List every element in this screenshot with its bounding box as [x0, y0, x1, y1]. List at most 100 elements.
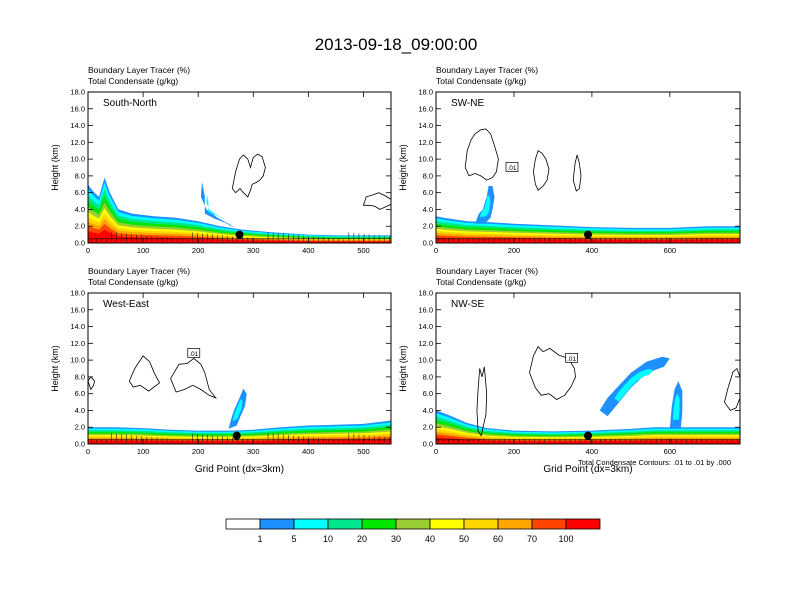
condensate-contour-0 — [476, 366, 488, 437]
colorbar-swatch — [429, 518, 465, 530]
left-string-tracer: Boundary Layer Tracer (%) — [88, 65, 190, 75]
tracer-plume-core-1 — [672, 393, 680, 420]
colorbar-label: 100 — [558, 534, 573, 544]
x-tick-label: 0 — [434, 246, 438, 255]
y-tick-label: 4.0 — [75, 406, 85, 415]
y-tick-label: 8.0 — [423, 372, 433, 381]
y-tick-label: 16.0 — [418, 104, 433, 113]
colorbar-swatch — [565, 518, 601, 530]
contour-label: .01 — [507, 165, 516, 172]
condensate-contour-0 — [231, 153, 266, 198]
y-tick-label: 18.0 — [70, 289, 85, 298]
condensate-contour-0 — [88, 376, 96, 391]
y-tick-label: 12.0 — [70, 339, 85, 348]
x-tick-label: 400 — [302, 447, 315, 456]
panel-label: NW-SE — [451, 299, 484, 310]
colorbar-label: 20 — [357, 534, 367, 544]
panel-label: South-North — [103, 98, 157, 109]
left-string-condensate: Total Condensate (g/kg) — [436, 277, 526, 287]
tracer-band-9 — [88, 229, 391, 243]
y-tick-label: 2.0 — [75, 222, 85, 231]
x-tick-label: 500 — [357, 447, 370, 456]
colorbar-swatch — [259, 518, 295, 530]
condensate-contour-0 — [464, 128, 499, 181]
x-tick-label: 400 — [302, 246, 315, 255]
site-marker — [235, 230, 244, 239]
y-tick-label: 2.0 — [423, 423, 433, 432]
y-tick-label: 4.0 — [75, 205, 85, 214]
y-tick-label: 18.0 — [418, 88, 433, 97]
y-tick-label: 0.0 — [423, 239, 433, 248]
colorbar-label: 30 — [391, 534, 401, 544]
y-tick-label: 16.0 — [70, 305, 85, 314]
y-tick-label: 12.0 — [418, 339, 433, 348]
left-string-tracer: Boundary Layer Tracer (%) — [436, 65, 538, 75]
panel-west-east: .01 0.0 2.0 4.0 6.0 8.0 10.0 12.0 14.0 16.0 18.0 0 1… — [50, 266, 392, 475]
y-tick-label: 2.0 — [75, 423, 85, 432]
y-tick-label: 6.0 — [423, 389, 433, 398]
condensate-contour-2 — [723, 367, 740, 411]
main-title: 2013-09-18_09:00:00 — [315, 35, 478, 54]
y-tick-label: 6.0 — [75, 389, 85, 398]
colorbar-swatch — [327, 518, 363, 530]
condensate-contour-2 — [572, 154, 582, 192]
colorbar-swatch — [225, 518, 261, 530]
contour-label-box — [187, 348, 201, 358]
y-tick-label: 4.0 — [423, 205, 433, 214]
y-tick-label: 6.0 — [75, 188, 85, 197]
x-tick-label: 200 — [192, 246, 205, 255]
y-tick-label: 4.0 — [423, 406, 433, 415]
colorbar-label: 1 — [257, 534, 262, 544]
colorbar-swatch — [361, 518, 397, 530]
y-tick-label: 12.0 — [70, 138, 85, 147]
y-tick-label: 14.0 — [70, 322, 85, 331]
tracer-plume-core-0 — [232, 398, 243, 421]
x-tick-label: 500 — [357, 246, 370, 255]
y-tick-label: 0.0 — [75, 239, 85, 248]
colorbar-label: 70 — [527, 534, 537, 544]
site-marker — [584, 431, 592, 440]
plot-area — [88, 355, 391, 444]
y-tick-label: 16.0 — [418, 305, 433, 314]
y-axis-label: Height (km) — [398, 345, 408, 392]
y-tick-label: 18.0 — [418, 289, 433, 298]
tracer-plume-0 — [200, 181, 234, 228]
colorbar-label: 40 — [425, 534, 435, 544]
x-tick-label: 200 — [508, 447, 521, 456]
contour-label-box — [505, 162, 519, 172]
y-tick-label: 10.0 — [70, 155, 85, 164]
site-marker — [584, 230, 592, 239]
x-tick-label: 0 — [86, 447, 90, 456]
tracer-plume-0 — [475, 186, 495, 224]
tracer-band-9 — [436, 237, 740, 243]
panel-frame — [87, 292, 392, 445]
colorbar: 1 5 10 20 30 40 50 60 70 100 — [225, 518, 601, 544]
colorbar-label: 50 — [459, 534, 469, 544]
plot-area — [436, 128, 740, 243]
panel-frame — [435, 91, 741, 244]
y-axis-label: Height (km) — [50, 345, 60, 392]
contour-footnote: Total Condensate Contours: .01 to .01 by… — [578, 458, 731, 467]
contour-label: .01 — [189, 351, 198, 358]
colorbar-swatch — [463, 518, 499, 530]
condensate-contour-1 — [529, 346, 576, 400]
colorbar-swatch — [293, 518, 329, 530]
condensate-contour-1 — [362, 192, 391, 210]
y-tick-label: 12.0 — [418, 138, 433, 147]
y-tick-label: 10.0 — [418, 155, 433, 164]
y-tick-label: 14.0 — [418, 121, 433, 130]
site-marker — [232, 431, 241, 440]
y-tick-label: 10.0 — [418, 356, 433, 365]
panel-nw-se: .01 0.0 2.0 4.0 6.0 8.0 10.0 12.0 14.0 16.0 18.0 0 2… — [398, 266, 741, 475]
panel-label: SW-NE — [451, 98, 484, 109]
x-tick-label: 0 — [86, 246, 90, 255]
colorbar-label: 5 — [291, 534, 296, 544]
y-axis-label: Height (km) — [398, 144, 408, 191]
tracer-plume-0 — [599, 356, 670, 417]
condensate-contour-2 — [170, 357, 218, 399]
y-tick-label: 10.0 — [70, 356, 85, 365]
y-tick-label: 0.0 — [423, 440, 433, 449]
condensate-contour-1 — [532, 150, 550, 191]
left-string-tracer: Boundary Layer Tracer (%) — [88, 266, 190, 276]
